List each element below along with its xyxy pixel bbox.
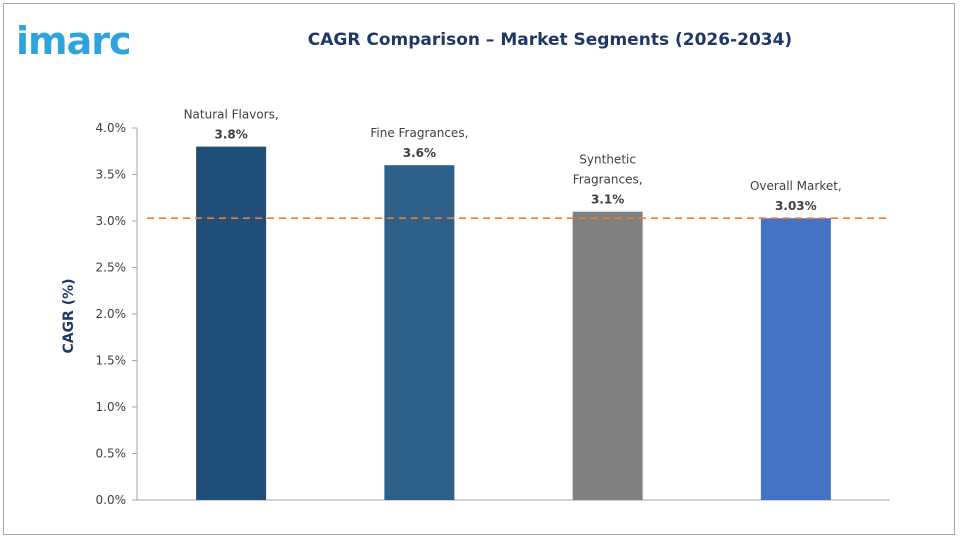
- bar-synthetic-fragrances: [572, 211, 643, 500]
- y-tick-label: 4.0%: [96, 121, 127, 135]
- data-label: Overall Market,: [750, 179, 842, 193]
- y-tick-label: 2.5%: [96, 261, 127, 275]
- y-axis-label: CAGR (%): [61, 278, 77, 353]
- bar-fine-fragrances: [384, 165, 455, 500]
- imarc-logo: imarc: [16, 19, 132, 63]
- y-tick-label: 1.0%: [96, 400, 127, 414]
- chart-title: CAGR Comparison – Market Segments (2026-…: [307, 30, 793, 50]
- data-label: Fragrances,: [573, 173, 643, 187]
- y-tick-label: 0.5%: [96, 447, 127, 461]
- y-tick-label: 3.5%: [96, 168, 127, 182]
- data-label: 3.03%: [775, 199, 817, 213]
- data-label: 3.8%: [214, 128, 247, 142]
- bar-overall-market: [760, 218, 831, 500]
- bar-natural-flavors: [196, 146, 267, 500]
- y-tick-label: 3.0%: [96, 214, 127, 228]
- y-tick-label: 0.0%: [96, 493, 127, 507]
- logo-text: imarc: [16, 19, 131, 63]
- data-label: Synthetic: [579, 153, 636, 167]
- y-tick-label: 2.0%: [96, 307, 127, 321]
- data-label: 3.1%: [591, 193, 624, 207]
- data-label: 3.6%: [403, 146, 436, 160]
- data-label: Fine Fragrances,: [370, 126, 468, 140]
- y-tick-label: 1.5%: [96, 354, 127, 368]
- data-label: Natural Flavors,: [184, 108, 279, 122]
